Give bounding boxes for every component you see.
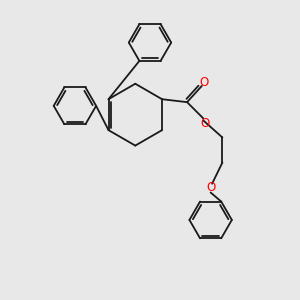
Text: O: O <box>206 181 215 194</box>
Text: O: O <box>199 76 208 88</box>
Text: O: O <box>201 117 210 130</box>
